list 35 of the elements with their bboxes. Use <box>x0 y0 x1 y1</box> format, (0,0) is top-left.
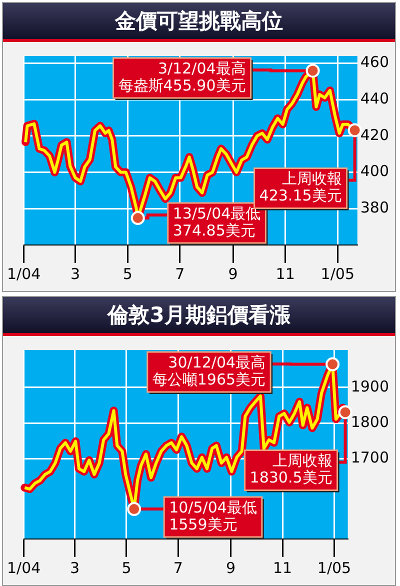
x-tick-label: 7 <box>173 558 183 577</box>
x-tick-label: 5 <box>122 264 132 283</box>
x-tick-label: 1/05 <box>320 264 354 283</box>
annotation: 374.85美元 <box>172 221 256 240</box>
annotation: 3/12/04最高 <box>158 59 246 78</box>
annotation: 423.15美元 <box>259 186 342 205</box>
x-tick-label: 1/04 <box>7 264 41 283</box>
x-tick-label: 9 <box>226 558 236 577</box>
chart-title: 倫敦3月期鋁價看漲 <box>3 297 395 336</box>
y-tick-label: 1900 <box>350 377 390 396</box>
y-tick-label: 1700 <box>350 448 390 467</box>
annotation: 10/5/04最低 <box>169 498 257 516</box>
x-tick-label: 11 <box>272 558 292 577</box>
chart-title: 金價可望挑戰高位 <box>3 3 395 42</box>
x-tick-label: 5 <box>122 558 132 577</box>
annotation: 每盎斯455.90美元 <box>118 76 246 94</box>
x-tick-label: 7 <box>175 264 185 283</box>
y-tick-label: 1800 <box>350 412 390 431</box>
x-tick-label: 3 <box>70 558 80 577</box>
annotation: 1830.5美元 <box>250 468 332 487</box>
annotation: 上周收報 <box>282 170 342 188</box>
x-tick-label: 1/04 <box>7 558 41 577</box>
x-tick-label: 9 <box>228 264 238 283</box>
x-tick-label: 1/05 <box>317 558 352 577</box>
y-tick-label: 420 <box>360 126 390 144</box>
annotation: 1559美元 <box>169 515 238 534</box>
annotation: 每公噸1965美元 <box>152 370 266 388</box>
x-tick-label: 11 <box>276 264 295 283</box>
y-tick-label: 460 <box>360 53 390 72</box>
y-tick-label: 440 <box>360 90 390 108</box>
y-tick-label: 380 <box>360 198 390 217</box>
annotation: 上周收報 <box>272 452 332 470</box>
x-tick-label: 3 <box>70 264 80 283</box>
annotation: 30/12/04最高 <box>168 353 266 372</box>
y-tick-label: 400 <box>360 162 390 180</box>
